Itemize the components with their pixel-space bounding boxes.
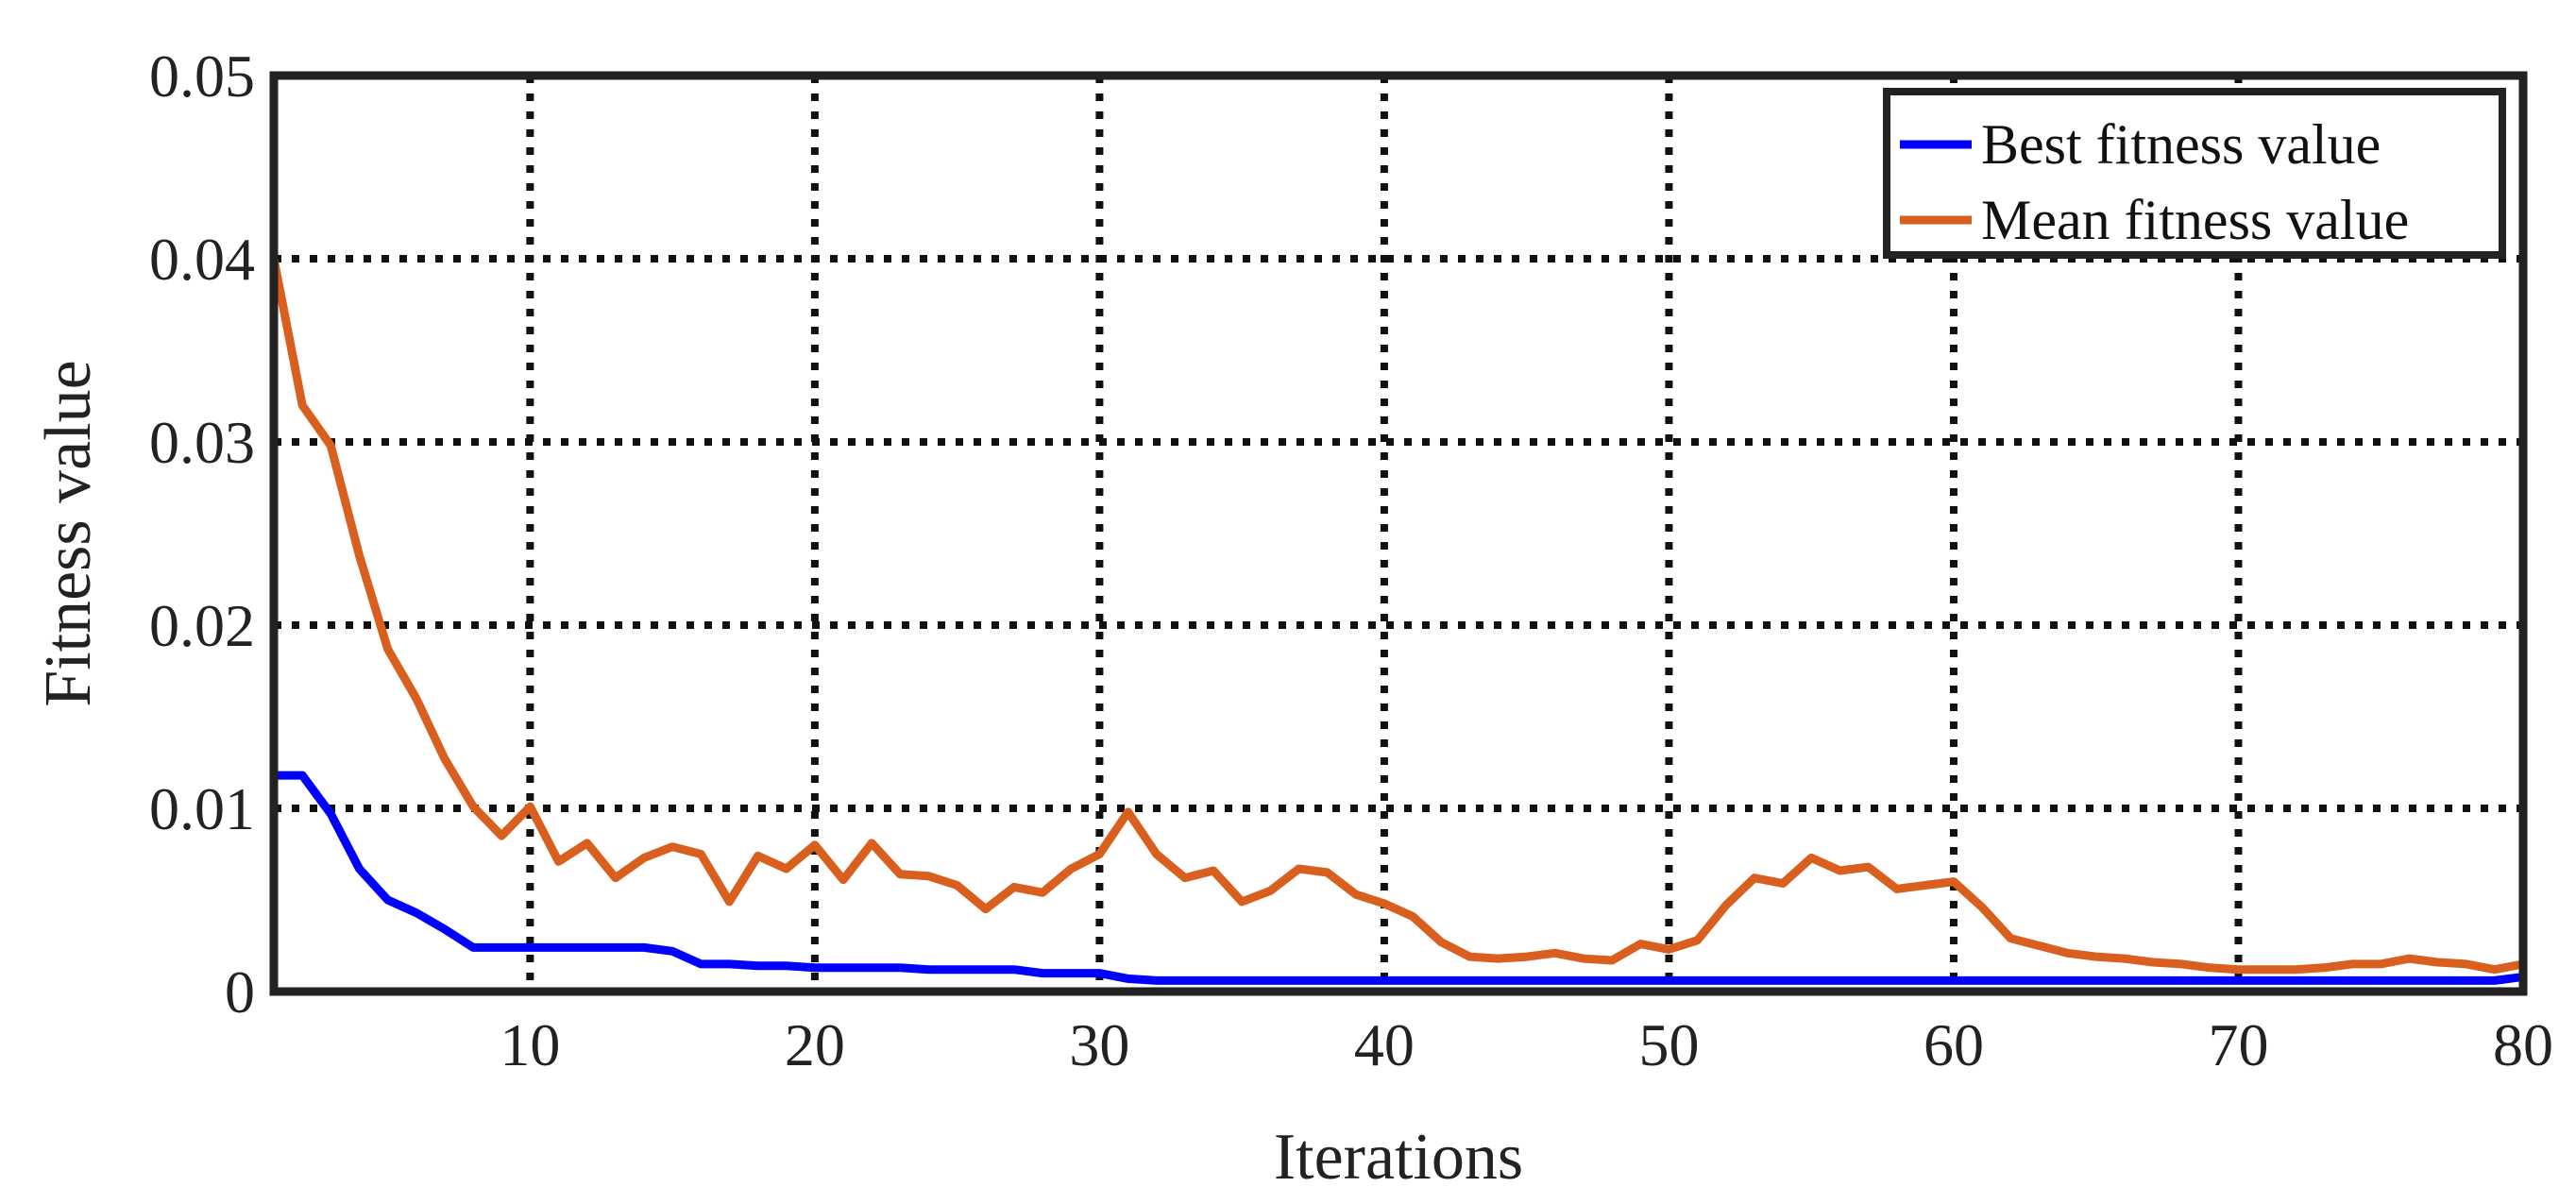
x-tick-label: 60 xyxy=(1924,1011,1984,1078)
legend: Best fitness value Mean fitness value xyxy=(1883,88,2506,259)
x-tick-label: 70 xyxy=(2208,1011,2268,1078)
x-tick-label: 80 xyxy=(2493,1011,2553,1078)
x-tick-label: 20 xyxy=(785,1011,845,1078)
plot-frame xyxy=(269,71,2528,996)
y-tick-label: 0.03 xyxy=(149,409,255,476)
legend-label-mean: Mean fitness value xyxy=(1981,189,2409,251)
legend-label-best: Best fitness value xyxy=(1981,113,2381,176)
legend-box xyxy=(1883,88,2506,259)
y-tick-label: 0 xyxy=(225,958,255,1026)
y-axis-label: Fitness value xyxy=(32,360,105,706)
x-tick-label: 10 xyxy=(500,1011,560,1078)
x-tick-label: 30 xyxy=(1069,1011,1129,1078)
series-line-mean xyxy=(269,254,2528,975)
x-tick-label: 40 xyxy=(1354,1011,1415,1078)
y-tick-label: 0.04 xyxy=(149,226,255,293)
x-axis-label: Iterations xyxy=(1274,1121,1523,1194)
y-tick-label: 0.01 xyxy=(149,775,255,842)
series-line-best xyxy=(269,771,2528,985)
tick-labels: 10 20 30 40 50 60 70 80 0 0.01 0.02 0.03 0.04 0.05 xyxy=(149,42,2553,1078)
series-lines xyxy=(269,254,2528,985)
y-tick-label: 0.05 xyxy=(149,42,255,110)
y-tick-label: 0.02 xyxy=(149,592,255,659)
x-tick-label: 50 xyxy=(1638,1011,1699,1078)
